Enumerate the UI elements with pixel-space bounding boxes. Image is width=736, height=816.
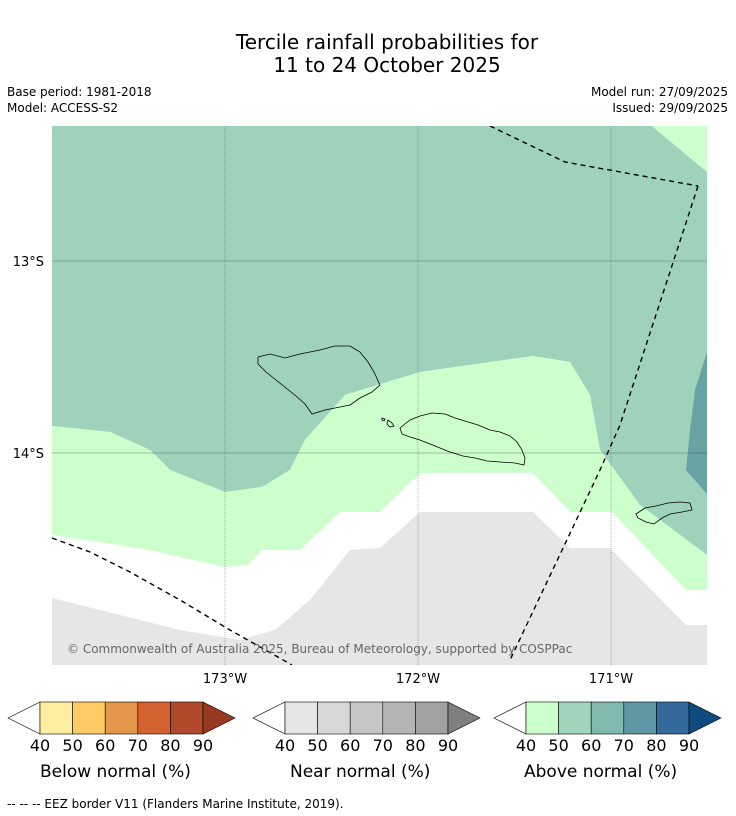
- colorbar-near-segment-60: [349, 701, 384, 735]
- colorbar-above-tick-80: 80: [646, 736, 666, 755]
- above-normal-60-70-patch: [686, 352, 707, 494]
- above-normal-40-50-patch-ne: [652, 126, 707, 172]
- near-normal-40-50-region: [52, 512, 707, 665]
- colorbar-below-max-extend: [202, 701, 236, 735]
- colorbar-below-tick-50: 50: [62, 736, 82, 755]
- eez-border: [52, 126, 699, 665]
- colorbar-above: 40 50 60 70 80 90: [493, 701, 722, 755]
- eez-footer-note: -- -- -- EEZ border V11 (Flanders Marine…: [7, 797, 344, 811]
- manono-islet: [386, 419, 395, 428]
- lon-label-171w: 171°W: [589, 672, 633, 687]
- colorbar-above-segment-60: [590, 701, 625, 735]
- colorbar-below-segment-40: [39, 701, 73, 735]
- colorbar-below-segment-60: [104, 701, 139, 735]
- colorbar-below-tick-90: 90: [193, 736, 213, 755]
- colorbar-near-tick-50: 50: [307, 736, 327, 755]
- colorbar-near-tick-80: 80: [405, 736, 425, 755]
- below-normal-label: Below normal (%): [40, 762, 191, 782]
- base-period-text: Base period: 1981-2018: [7, 85, 152, 99]
- graticule: [52, 126, 707, 665]
- colorbar-above-segment-40: [525, 701, 559, 735]
- colorbar-above-tick-70: 70: [614, 736, 634, 755]
- colorbar-above-tick-90: 90: [679, 736, 699, 755]
- meta-right: Model run: 27/09/2025 Issued: 29/09/2025: [591, 84, 728, 116]
- colorbar-below-tick-40: 40: [30, 736, 50, 755]
- coastlines: [257, 345, 693, 525]
- colorbar-near-tick-40: 40: [275, 736, 295, 755]
- colorbar-near-min-extend: [252, 701, 286, 735]
- title-line-2: 11 to 24 October 2025: [273, 53, 501, 77]
- colorbar-above-min-extend: [493, 701, 527, 735]
- model-run-text: Model run: 27/09/2025: [590, 85, 728, 99]
- colorbar-above-segment-80: [656, 701, 690, 735]
- lat-label-14s: 14°S: [13, 447, 44, 462]
- colorbar-above-max-extend: [688, 701, 722, 735]
- eez-border-north: [489, 126, 699, 187]
- colorbar-below-tick-60: 60: [95, 736, 115, 755]
- colorbar-near-max-extend: [447, 701, 481, 735]
- apolima-islet: [381, 417, 386, 422]
- colorbar-near-segment-40: [284, 701, 318, 735]
- tutuila-island: [635, 501, 693, 525]
- near-normal-label: Near normal (%): [290, 762, 431, 782]
- colorbar-near-tick-60: 60: [340, 736, 360, 755]
- copyright-text: © Commonwealth of Australia 2025, Bureau…: [67, 642, 572, 656]
- meta-left: Base period: 1981-2018 Model: ACCESS-S2: [7, 84, 152, 116]
- colorbar-below-min-extend: [7, 701, 41, 735]
- above-normal-50-60-region: [52, 126, 707, 555]
- colorbars: 40 50 60 70 80 90 40 50 60 70 80 90 40 50 60 70 80 90: [7, 701, 722, 755]
- colorbar-near-segment-80: [415, 701, 449, 735]
- model-text: Model: ACCESS-S2: [7, 101, 119, 115]
- lat-label-13s: 13°S: [13, 255, 44, 270]
- colorbar-below: 40 50 60 70 80 90: [7, 701, 236, 755]
- colorbar-below-segment-50: [72, 701, 106, 735]
- colorbar-above-tick-60: 60: [581, 736, 601, 755]
- lon-label-172w: 172°W: [396, 672, 440, 687]
- issued-text: Issued: 29/09/2025: [612, 101, 728, 115]
- colorbar-above-segment-50: [558, 701, 592, 735]
- colorbar-near-segment-70: [382, 701, 416, 735]
- colorbar-near-tick-90: 90: [438, 736, 458, 755]
- colorbar-near-tick-70: 70: [373, 736, 393, 755]
- colorbar-above-tick-50: 50: [548, 736, 568, 755]
- colorbar-above-tick-40: 40: [516, 736, 536, 755]
- colorbar-near-segment-50: [317, 701, 351, 735]
- upolu-island: [399, 412, 526, 466]
- colorbar-near: 40 50 60 70 80 90: [252, 701, 481, 755]
- title-line-1: Tercile rainfall probabilities for: [235, 30, 539, 54]
- colorbar-below-segment-70: [137, 701, 171, 735]
- map-area: [52, 126, 707, 665]
- lon-label-173w: 173°W: [203, 672, 247, 687]
- chart-title: Tercile rainfall probabilities for 11 to…: [0, 31, 736, 77]
- colorbar-above-segment-70: [623, 701, 657, 735]
- above-normal-40-50-region: [52, 356, 707, 590]
- colorbar-below-tick-70: 70: [128, 736, 148, 755]
- colorbar-below-tick-80: 80: [160, 736, 180, 755]
- eez-border-east: [509, 185, 699, 661]
- above-normal-label: Above normal (%): [524, 762, 678, 782]
- savaii-island: [257, 345, 381, 415]
- colorbar-below-segment-80: [170, 701, 204, 735]
